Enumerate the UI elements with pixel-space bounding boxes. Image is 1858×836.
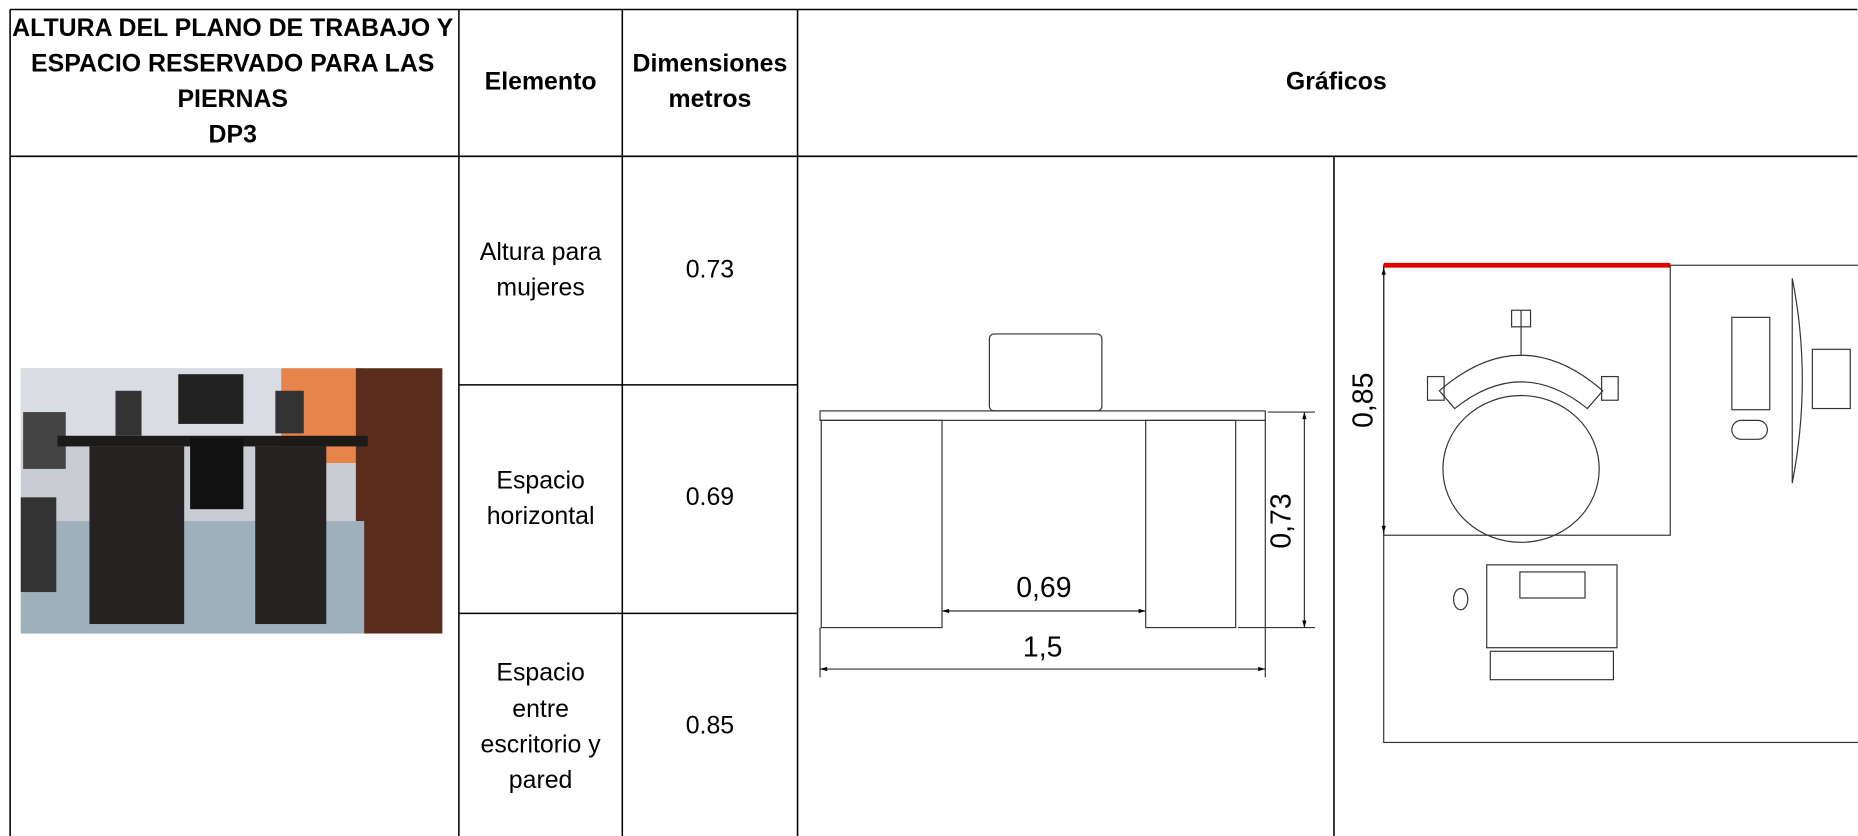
dimension-label: 0,69 [1016, 572, 1071, 604]
row-element: entre [512, 695, 569, 723]
header-title: DP3 [209, 121, 257, 149]
row-element: Espacio [496, 467, 584, 495]
header-dimensions: Dimensiones [633, 50, 788, 78]
top-view-drawing: 0,85 [1347, 262, 1858, 744]
header-graphics: Gráficos [1286, 67, 1387, 95]
row-dimension: 0.73 [686, 256, 734, 284]
row-element: Espacio [496, 658, 584, 686]
row-dimension: 0.85 [686, 712, 734, 740]
front-view-drawing: 0,69 0,73 1,5 [819, 333, 1316, 678]
dimension-label: 1,5 [1023, 631, 1063, 663]
header-title: ALTURA DEL PLANO DE TRABAJO Y [12, 14, 453, 42]
header-title: PIERNAS [177, 85, 288, 113]
dimension-label: 0,73 [1266, 493, 1298, 548]
office-photo [20, 368, 443, 634]
row-element: Altura para [480, 238, 602, 266]
row-dimension: 0.69 [686, 483, 734, 511]
dimension-label: 0,85 [1347, 373, 1379, 428]
row-element: pared [509, 766, 573, 794]
row-element: horizontal [487, 502, 595, 530]
table-grid [9, 8, 1858, 836]
row-element: escritorio y [481, 731, 602, 759]
header-element: Elemento [485, 67, 597, 95]
row-element: mujeres [496, 273, 584, 301]
header-title: ESPACIO RESERVADO PARA LAS [31, 50, 434, 78]
header-dimensions: metros [668, 85, 751, 113]
